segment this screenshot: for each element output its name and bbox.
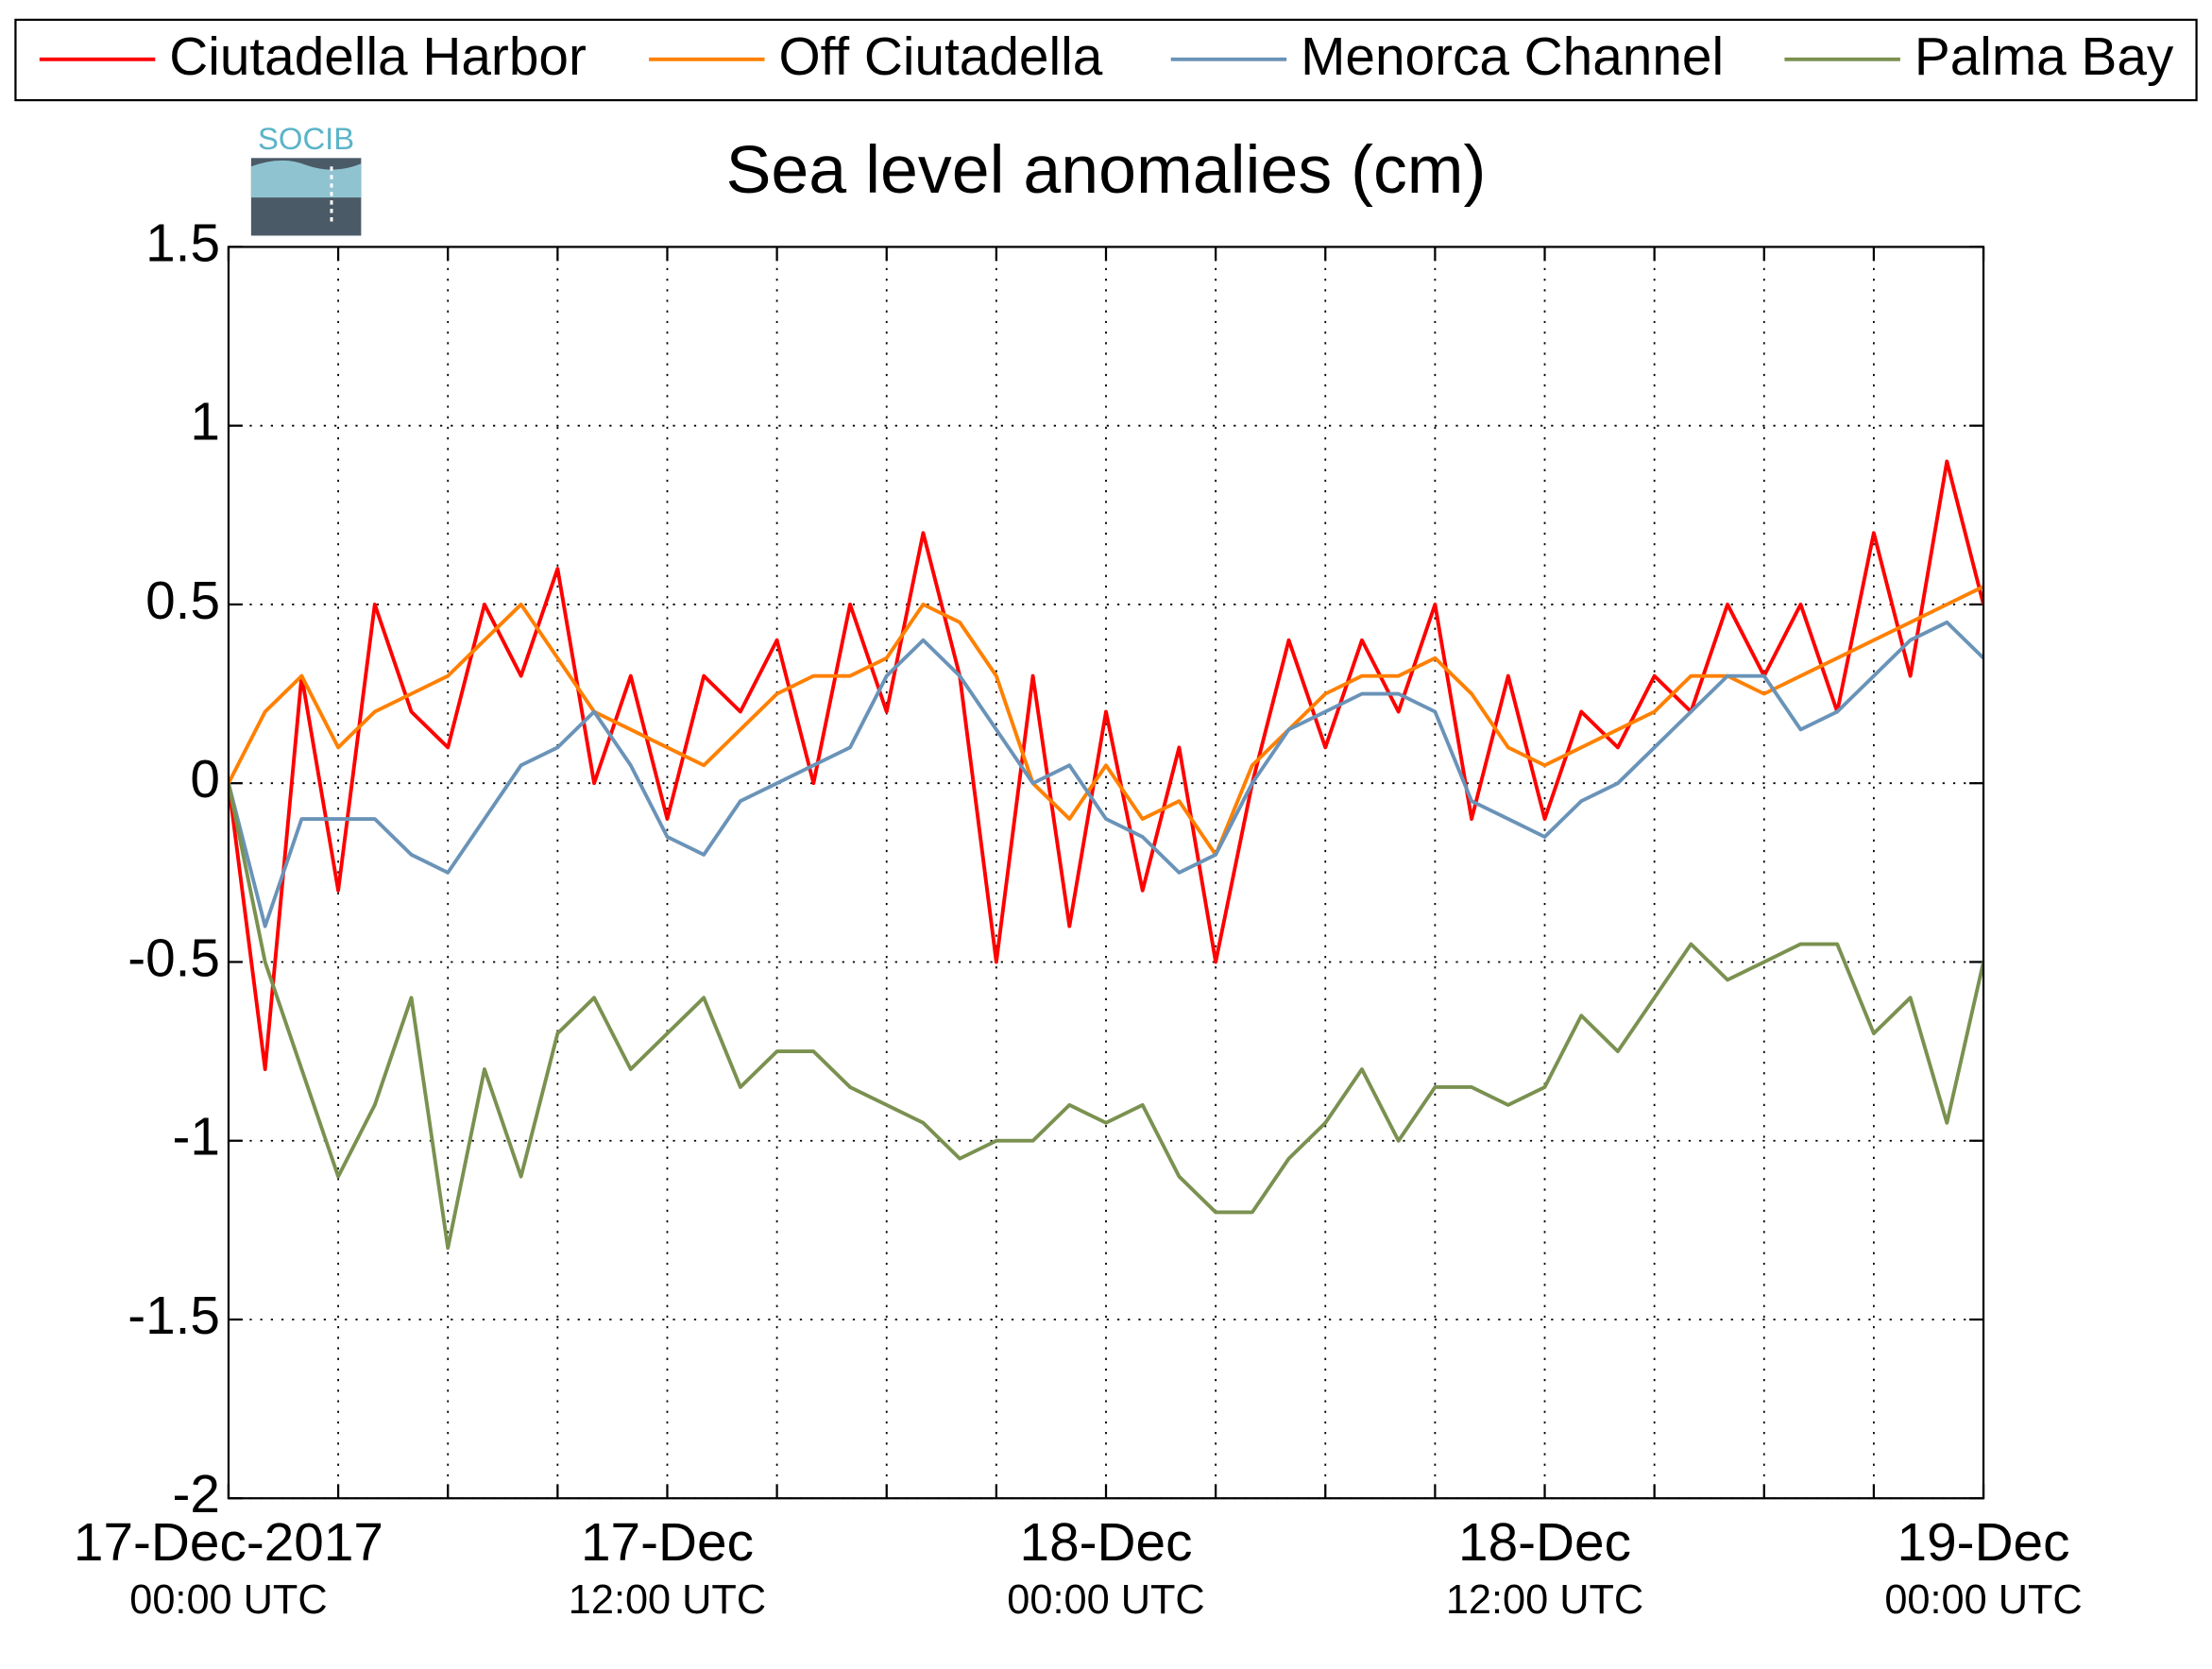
y-tick-label: -0.5	[128, 928, 220, 988]
y-tick-label: 0.5	[145, 571, 220, 631]
x-tick-label: 17-Dec-2017	[74, 1513, 383, 1573]
logo-wave	[250, 160, 362, 198]
series-line	[228, 585, 1984, 857]
series-line	[228, 782, 1984, 1251]
legend-label: Palma Bay	[1914, 27, 2174, 87]
x-tick-label: 19-Dec	[1897, 1513, 2070, 1573]
legend-label: Off Ciutadella	[778, 27, 1102, 87]
series-line	[228, 620, 1984, 928]
y-tick-label: -1	[173, 1108, 220, 1167]
y-tick-label: -1.5	[128, 1286, 220, 1346]
x-tick-sublabel: 12:00 UTC	[1446, 1577, 1643, 1623]
legend-label: Menorca Channel	[1301, 27, 1724, 87]
chart-title: Sea level anomalies (cm)	[726, 132, 1487, 208]
x-tick-label: 17-Dec	[581, 1513, 754, 1573]
plot-frame	[227, 246, 1985, 1500]
x-tick-label: 18-Dec	[1020, 1513, 1193, 1573]
y-tick-label: -2	[173, 1465, 220, 1524]
y-tick-label: 0	[190, 750, 220, 809]
x-tick-sublabel: 12:00 UTC	[569, 1577, 766, 1623]
x-tick-label: 18-Dec	[1458, 1513, 1631, 1573]
y-tick-label: 1.5	[145, 213, 220, 273]
x-tick-sublabel: 00:00 UTC	[1884, 1577, 2082, 1623]
x-tick-sublabel: 00:00 UTC	[1007, 1577, 1204, 1623]
y-tick-label: 1	[190, 393, 220, 452]
x-tick-sublabel: 00:00 UTC	[129, 1577, 327, 1623]
logo: SOCIB	[250, 121, 362, 236]
logo-text: SOCIB	[258, 121, 354, 156]
legend-label: Ciutadella Harbor	[169, 27, 587, 87]
